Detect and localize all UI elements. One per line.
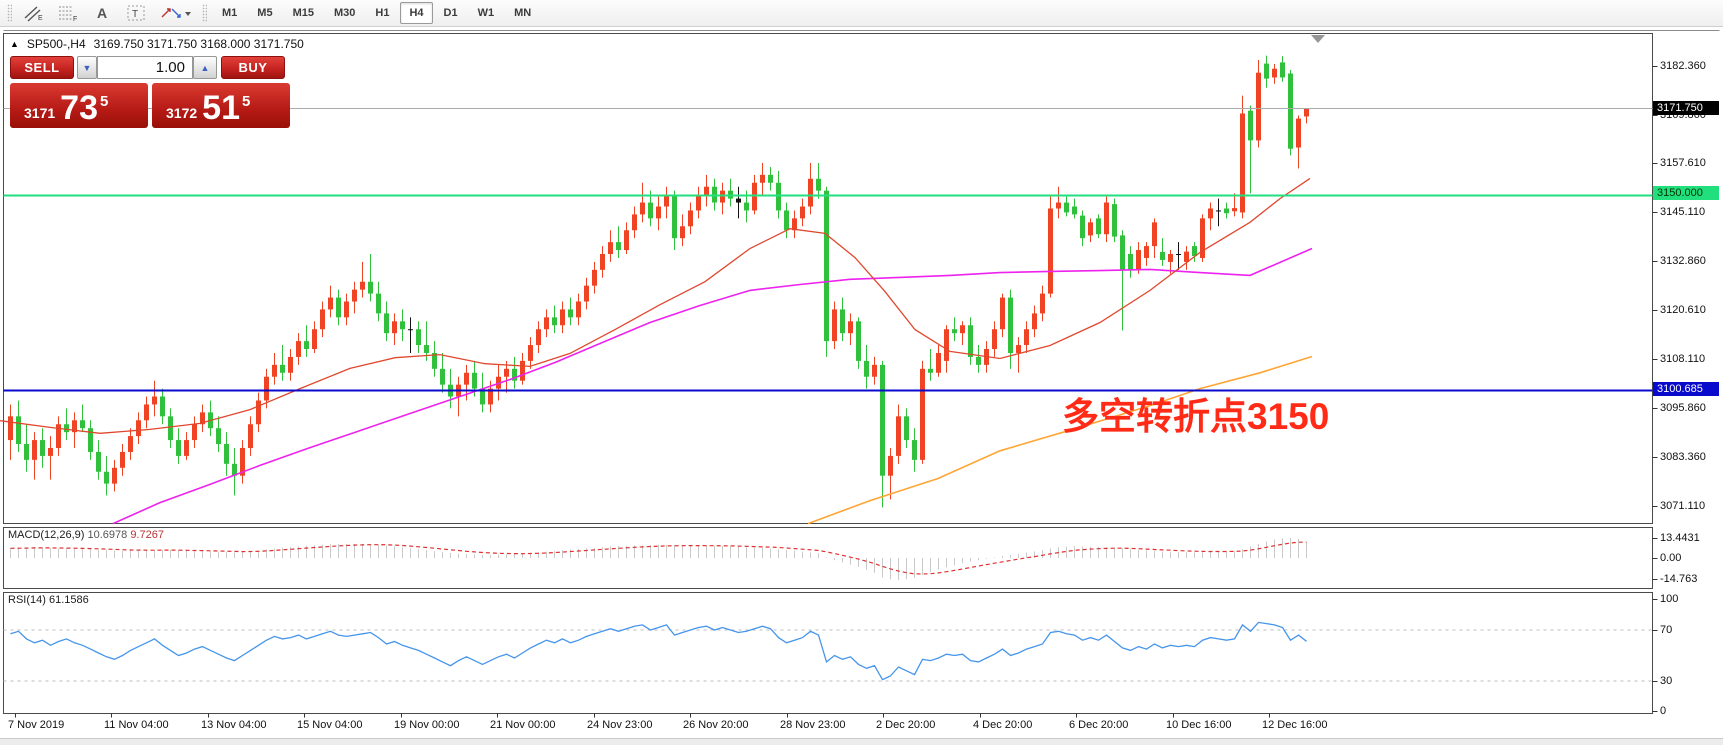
chart-title: ▲ SP500-,H4 3169.750 3171.750 3168.000 3… (10, 37, 304, 51)
buy-price-fraction: 5 (241, 93, 251, 110)
symbol-timeframe-label: SP500-,H4 (26, 37, 86, 51)
current-price-tag[interactable]: 3171.750 (1653, 101, 1719, 115)
timeframe-button-w1[interactable]: W1 (477, 7, 495, 19)
timeframe-button-m30[interactable]: M30 (333, 7, 356, 19)
price-axis-label: 3157.610 (1660, 157, 1706, 169)
rsi-label: RSI(14) 61.1586 (8, 594, 89, 606)
macd-scale-label: 13.4431 (1660, 532, 1700, 544)
drawing-tools-icon[interactable] (154, 1, 196, 25)
timeframe-button-m15[interactable]: M15 (292, 7, 314, 19)
macd-scale-label: 0.00 (1660, 552, 1682, 564)
time-axis-label: 15 Nov 04:00 (297, 719, 363, 731)
time-axis-label: 19 Nov 00:00 (394, 719, 460, 731)
price-axis[interactable]: 3182.360 3169.860 3157.610 3145.110 3132.860… (1652, 28, 1723, 718)
macd-name: MACD(12,26,9) (8, 529, 85, 541)
price-axis-label: 3083.360 (1660, 451, 1706, 463)
time-axis-label: 10 Dec 16:00 (1166, 719, 1232, 731)
rsi-scale-label: 30 (1660, 675, 1673, 687)
time-axis-label: 28 Nov 23:00 (780, 719, 846, 731)
rsi-scale-label: 0 (1660, 705, 1667, 717)
status-strip (0, 738, 1723, 745)
sell-button[interactable]: SELL (10, 56, 74, 79)
timeframe-button-m1[interactable]: M1 (222, 7, 238, 19)
time-axis-label: 6 Dec 20:00 (1069, 719, 1129, 731)
timeframe-button-d1[interactable]: D1 (443, 7, 458, 19)
macd-label: MACD(12,26,9) 10.6978 9.7267 (8, 529, 164, 541)
macd-scale-label: -14.763 (1660, 573, 1698, 585)
svg-text:E: E (38, 15, 43, 22)
price-axis-label: 3071.110 (1660, 500, 1706, 512)
time-axis-label: 12 Dec 16:00 (1262, 719, 1328, 731)
time-axis-label: 13 Nov 04:00 (201, 719, 267, 731)
time-axis-label: 11 Nov 04:00 (104, 719, 169, 731)
timeframe-button-m5[interactable]: M5 (257, 7, 273, 19)
time-axis-label: 26 Nov 20:00 (683, 719, 749, 731)
rsi-scale-label: 70 (1660, 624, 1673, 636)
time-axis-label: 4 Dec 20:00 (973, 719, 1033, 731)
price-axis-label: 3120.610 (1660, 304, 1706, 316)
time-axis-label: 7 Nov 2019 (8, 719, 65, 731)
sell-price-pips: 73 (60, 89, 98, 128)
svg-text:F: F (73, 16, 77, 22)
toolbar-grip[interactable] (7, 4, 12, 22)
chart-text-annotation[interactable]: 多空转折点3150 (1062, 396, 1330, 437)
fibonacci-retracement-icon[interactable]: F (52, 1, 84, 25)
toolbar-grip[interactable] (202, 4, 207, 22)
macd-signal-value: 9.7267 (130, 529, 164, 541)
timeframe-button-h1[interactable]: H1 (375, 7, 390, 19)
volume-decrease-button[interactable]: ▼ (77, 56, 97, 79)
price-axis-label: 3145.110 (1660, 206, 1706, 218)
sell-price-integer: 3171 (24, 105, 56, 121)
buy-price-pips: 51 (202, 89, 240, 128)
equidistant-channel-icon[interactable]: E (18, 1, 50, 25)
timeframe-button-mn[interactable]: MN (514, 7, 532, 19)
time-axis[interactable]: 7 Nov 2019 11 Nov 04:00 13 Nov 04:00 15 Nov… (3, 716, 1663, 736)
volume-field[interactable]: 1.00 (97, 56, 193, 79)
price-axis-label: 3132.860 (1660, 255, 1706, 267)
sell-price-display[interactable]: 3171 73 5 (10, 83, 148, 128)
price-axis-label: 3095.860 (1660, 402, 1706, 414)
time-axis-label: 24 Nov 23:00 (587, 719, 653, 731)
price-axis-label: 3108.110 (1660, 353, 1706, 365)
svg-text:T: T (132, 9, 138, 20)
buy-button[interactable]: BUY (221, 56, 285, 79)
time-axis-label: 21 Nov 00:00 (490, 719, 556, 731)
text-box-icon[interactable]: T (120, 1, 152, 25)
sell-price-fraction: 5 (99, 93, 109, 110)
macd-value: 10.6978 (87, 529, 128, 541)
rsi-value: 61.1586 (48, 594, 89, 606)
rsi-scale-label: 100 (1660, 593, 1679, 605)
volume-increase-button[interactable]: ▲ (193, 56, 217, 79)
chart-title-marker-icon: ▲ (10, 39, 19, 49)
buy-price-display[interactable]: 3172 51 5 (152, 83, 290, 128)
rsi-name: RSI(14) (8, 594, 46, 606)
timeframe-button-h4[interactable]: H4 (400, 2, 433, 24)
toolbar: E F A T M1 M5 M15 M30 H1 H4 D1 W1 MN (0, 0, 1723, 27)
price-axis-label: 3182.360 (1660, 60, 1706, 72)
ohlc-values: 3169.750 3171.750 3168.000 3171.750 (93, 37, 304, 51)
buy-price-integer: 3172 (166, 105, 198, 121)
level-3150-tag[interactable]: 3150.000 (1653, 186, 1719, 200)
level-3100-tag[interactable]: 3100.685 (1653, 382, 1719, 396)
text-label-icon[interactable]: A (96, 5, 108, 21)
time-axis-label: 2 Dec 20:00 (876, 719, 936, 731)
timeframe-group: M1 M5 M15 M30 H1 H4 D1 W1 MN (213, 2, 540, 24)
